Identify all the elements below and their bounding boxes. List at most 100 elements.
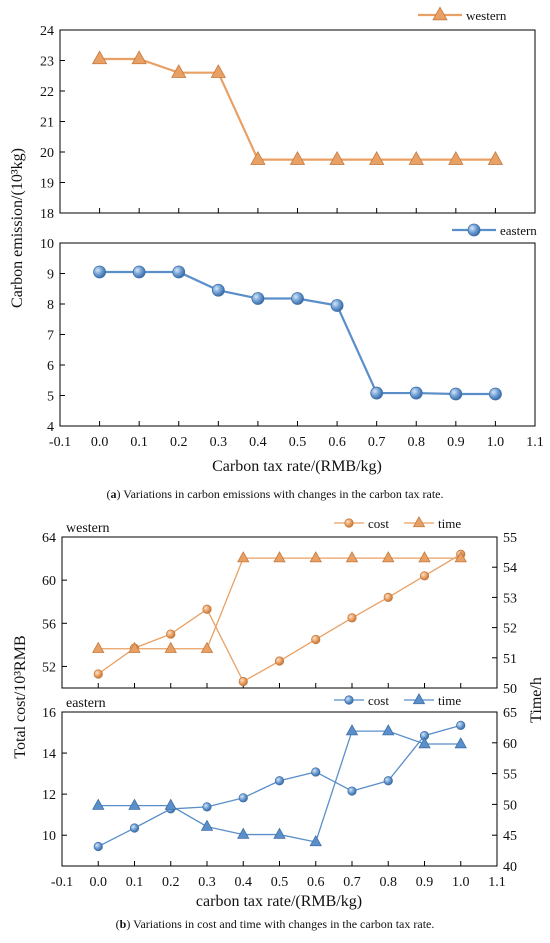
- b-xtick-label: 0.7: [343, 875, 361, 890]
- b_top-ytick-label: 64: [42, 531, 56, 546]
- a_bottom-ytick-label: 6: [47, 359, 54, 374]
- a-xtick-label: 0.3: [210, 435, 228, 450]
- a_bottom-point-eastern: [409, 386, 423, 400]
- b_bottom-point-time: [345, 724, 359, 736]
- b-xtick-label: 1.1: [488, 875, 506, 890]
- a-xtick-label: 0.4: [249, 435, 267, 450]
- a_bottom-point-eastern: [251, 292, 265, 305]
- b_top-point-time: [418, 551, 431, 563]
- b_top-point-cost: [419, 571, 430, 581]
- a_bottom-point-eastern: [291, 292, 304, 305]
- legend-western-marker: [432, 6, 448, 21]
- a_top-point-western: [131, 50, 147, 65]
- b-xtick-label: 0.9: [416, 875, 434, 890]
- a_bottom-ytick-label: 7: [47, 329, 54, 344]
- b_bottom-ytick-label: 12: [42, 788, 56, 803]
- b_bottom-point-time: [164, 798, 177, 810]
- b_top-ytick-label: 56: [42, 617, 56, 632]
- b_bottom-point-time: [273, 827, 286, 839]
- a_bottom-ytick-label: 8: [47, 298, 54, 313]
- caption-b: (b) Variations in cost and time with cha…: [116, 917, 435, 931]
- b_top-legend-time-marker: [412, 516, 426, 528]
- b_top-point-cost: [166, 629, 176, 639]
- a-ylabel: Carbon emission/(10³kg): [9, 148, 26, 308]
- legend-eastern-label: eastern: [500, 223, 537, 238]
- a-xtick-label: 0.0: [91, 435, 109, 450]
- b_top-point-time: [237, 551, 250, 563]
- a_top-point-western: [448, 150, 464, 165]
- a_top-point-western: [91, 50, 108, 65]
- b_bottom-point-cost: [311, 767, 321, 777]
- b_top-point-time: [309, 551, 322, 563]
- b_bottom-point-cost: [202, 802, 212, 812]
- a_top-ytick-label: 23: [40, 55, 54, 70]
- b_top-ytick-label-right: 55: [503, 531, 517, 546]
- b_top-point-time: [200, 641, 214, 653]
- a_bottom-point-eastern: [489, 387, 502, 401]
- b_top-ytick-label: 60: [42, 574, 56, 589]
- b_bottom-point-time: [382, 724, 395, 736]
- a_bottom-frame: [59, 242, 536, 427]
- a_top-point-western: [368, 150, 385, 165]
- b_top-point-cost: [274, 656, 285, 666]
- b_top-legend-cost-marker: [344, 518, 354, 528]
- b-xtick-label: 0.6: [307, 875, 325, 890]
- b_bottom-ytick-label-right: 40: [503, 860, 517, 875]
- a_bottom-point-eastern: [172, 265, 186, 279]
- b-xtick-label: 0.0: [90, 875, 108, 890]
- a-xtick-label: -0.1: [49, 435, 71, 450]
- b_bottom-point-cost: [129, 823, 140, 833]
- a_bottom-point-eastern: [93, 265, 106, 279]
- a_top-point-western: [171, 64, 187, 78]
- b_bottom-point-time: [200, 819, 214, 831]
- a_bottom-point-eastern: [370, 386, 384, 400]
- b_bottom-ytick-label: 10: [42, 829, 56, 844]
- a_bottom-point-eastern: [211, 283, 225, 297]
- caption-a: (a) Variations in carbon emissions with …: [106, 487, 443, 501]
- b_bottom-point-cost: [238, 793, 248, 803]
- a_top-point-western: [250, 150, 266, 165]
- a_top-point-western: [210, 64, 227, 78]
- b_top-ytick-label-right: 51: [503, 652, 517, 667]
- b-xtick-label: 1.0: [452, 875, 470, 890]
- a-xtick-label: 0.5: [289, 435, 307, 450]
- b_bottom-ytick-label-right: 60: [503, 737, 517, 752]
- b_top-point-cost: [202, 604, 212, 614]
- b_top-point-time: [454, 551, 467, 563]
- b_top-legend-cost-label: cost: [368, 516, 389, 531]
- a_top-point-western: [487, 150, 504, 165]
- b_bottom-point-time: [237, 827, 250, 839]
- b_bottom-point-time: [454, 737, 467, 749]
- b_top-point-time: [273, 551, 286, 563]
- b-xtick-label: 0.8: [380, 875, 398, 890]
- b_bottom-point-cost: [93, 841, 103, 852]
- b_top-ytick-label-right: 54: [503, 561, 517, 576]
- b_top-line-time: [98, 557, 461, 650]
- b_bottom-point-time: [92, 798, 105, 810]
- b_bottom-ytick-label-right: 55: [503, 768, 517, 783]
- b_top-point-cost: [238, 676, 248, 687]
- b_bottom-legend-time-label: time: [438, 693, 461, 708]
- a-xtick-label: 0.7: [368, 435, 386, 450]
- a_bottom-ytick-label: 4: [47, 420, 54, 435]
- b_bottom-point-time: [418, 737, 431, 749]
- b_bottom-point-cost: [383, 776, 393, 786]
- b_bottom-frame: [61, 711, 498, 867]
- b_top-ytick-label-right: 50: [503, 682, 517, 697]
- a-xtick-label: 0.6: [328, 435, 346, 450]
- b_top-point-time: [128, 641, 141, 653]
- a_top-ytick-label: 21: [40, 116, 54, 131]
- a-xtick-label: 0.9: [447, 435, 465, 450]
- a_bottom-ytick-label: 5: [47, 390, 54, 405]
- b_bottom-legend-cost-marker: [344, 695, 354, 705]
- a_top-line-western: [99, 57, 496, 161]
- a_top-ytick-label: 18: [40, 207, 54, 222]
- b-ylabel-left: Total cost/10³RMB: [12, 635, 29, 758]
- a_bottom-line-eastern: [99, 270, 496, 396]
- b_top-legend-time-label: time: [438, 516, 461, 531]
- a_top-ytick-label: 19: [40, 177, 54, 192]
- b-xtick-label: 0.5: [271, 875, 289, 890]
- a-xtick-label: 0.8: [408, 435, 426, 450]
- b_bottom-point-time: [309, 835, 322, 847]
